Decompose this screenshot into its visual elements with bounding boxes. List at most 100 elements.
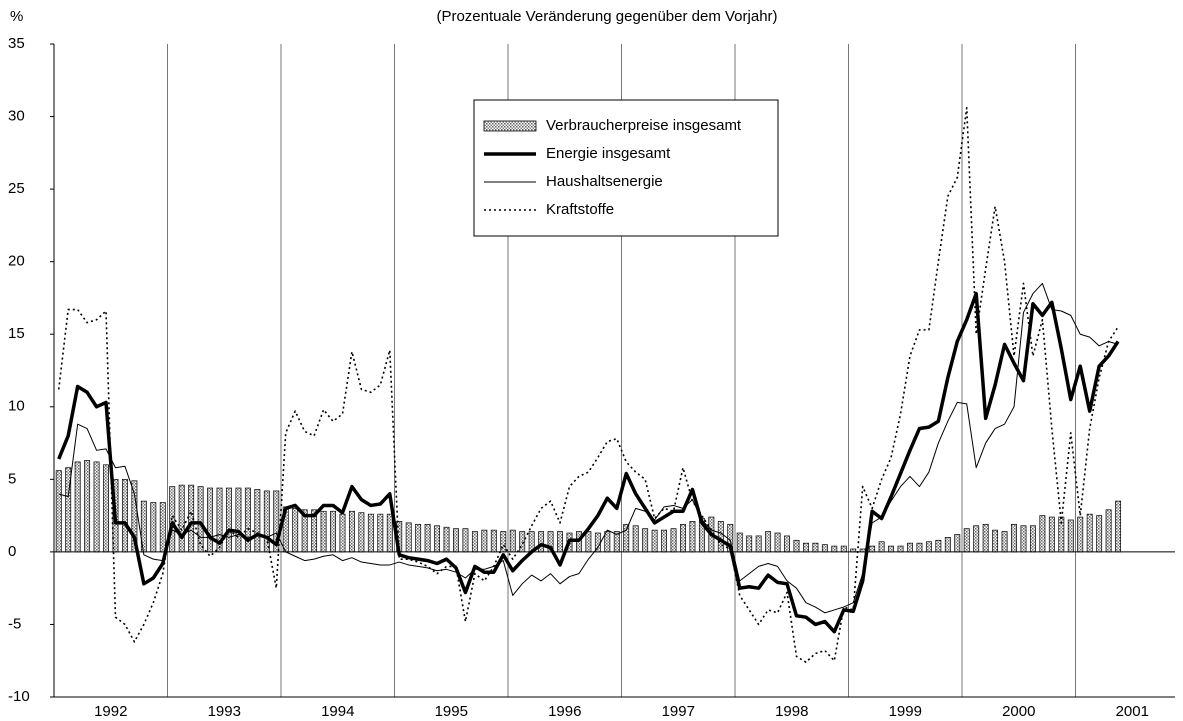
bar [415,523,422,553]
bar [1096,515,1103,553]
line-dotted [57,107,1119,663]
bar [623,523,630,553]
legend-swatch [483,120,537,132]
y-tick-label: 5 [8,470,16,487]
line-thick [57,291,1120,634]
bar [954,534,961,553]
bar [1011,523,1017,553]
x-tick-label: 2000 [1002,703,1035,720]
x-tick-label: 1993 [208,703,241,720]
legend-label: Kraftstoffe [546,201,614,218]
y-tick-label: 30 [8,108,25,125]
bar [178,484,185,553]
bar [292,508,299,553]
unit-label: % [10,8,23,25]
bar [746,535,753,553]
bar [1048,516,1055,553]
bar [150,502,157,553]
bar [840,545,847,553]
x-tick-label: 1995 [435,703,468,720]
bar [1077,516,1084,553]
bar [358,512,365,553]
y-tick-label: -10 [8,688,30,705]
y-tick-label: 10 [8,398,25,415]
bar [802,542,809,553]
bar [992,529,999,553]
bar [254,489,261,553]
bar [585,531,592,553]
bar [736,532,743,553]
y-tick-label: 35 [8,35,25,52]
bar [538,531,545,553]
bar [642,528,649,553]
bar [831,545,838,553]
bar [717,521,724,553]
bar [897,545,904,553]
bar [604,531,611,553]
bar [689,521,696,553]
y-tick-label: -5 [8,615,21,632]
line-thin [58,282,1119,614]
bar [320,510,327,553]
bar [424,523,431,553]
bar [443,526,450,553]
bar [121,478,128,553]
bar [888,545,895,553]
bar [490,529,497,553]
bar [93,461,100,553]
bar [207,487,214,553]
bar [925,541,932,553]
bar [1029,525,1036,553]
bar [235,487,242,553]
x-tick-label: 1999 [889,703,922,720]
bar [103,464,109,553]
bar [462,528,469,553]
legend-label: Haushaltsenergie [546,173,663,190]
bar [944,537,951,553]
bar [244,487,251,553]
bar [784,535,790,553]
bar [405,522,412,553]
bar [774,532,781,553]
bar [339,513,346,553]
bar [973,525,980,553]
bar [935,539,942,553]
bar [1105,509,1112,553]
y-tick-label: 15 [8,325,25,342]
bar [159,502,166,553]
bar [916,542,923,553]
bar [330,510,336,553]
y-tick-label: 0 [8,543,16,560]
bar [793,539,800,553]
bar [765,531,772,553]
bar [386,513,393,553]
bar [481,529,488,553]
x-tick-label: 2001 [1116,703,1149,720]
bar [812,542,819,553]
bar [1067,519,1074,553]
bar [519,531,526,553]
x-tick-label: 1994 [321,703,354,720]
bar [1020,525,1027,553]
bar [661,529,668,553]
bar [500,531,507,553]
x-tick-label: 1992 [94,703,127,720]
bar [878,541,885,553]
bar [453,528,459,553]
bar [755,535,762,553]
bar [55,470,62,553]
bar [1086,513,1093,553]
chart-subtitle: (Prozentuale Veränderung gegenüber dem V… [436,8,777,25]
bar [651,529,658,553]
bar [377,513,384,553]
legend-label: Verbraucherpreise insgesamt [546,117,742,134]
y-tick-label: 20 [8,253,25,270]
y-tick-label: 25 [8,180,25,197]
bar [632,525,639,553]
x-tick-label: 1997 [662,703,695,720]
bar [84,460,91,553]
legend-label: Energie insgesamt [546,145,671,162]
x-tick-label: 1996 [548,703,581,720]
bar [471,531,478,553]
